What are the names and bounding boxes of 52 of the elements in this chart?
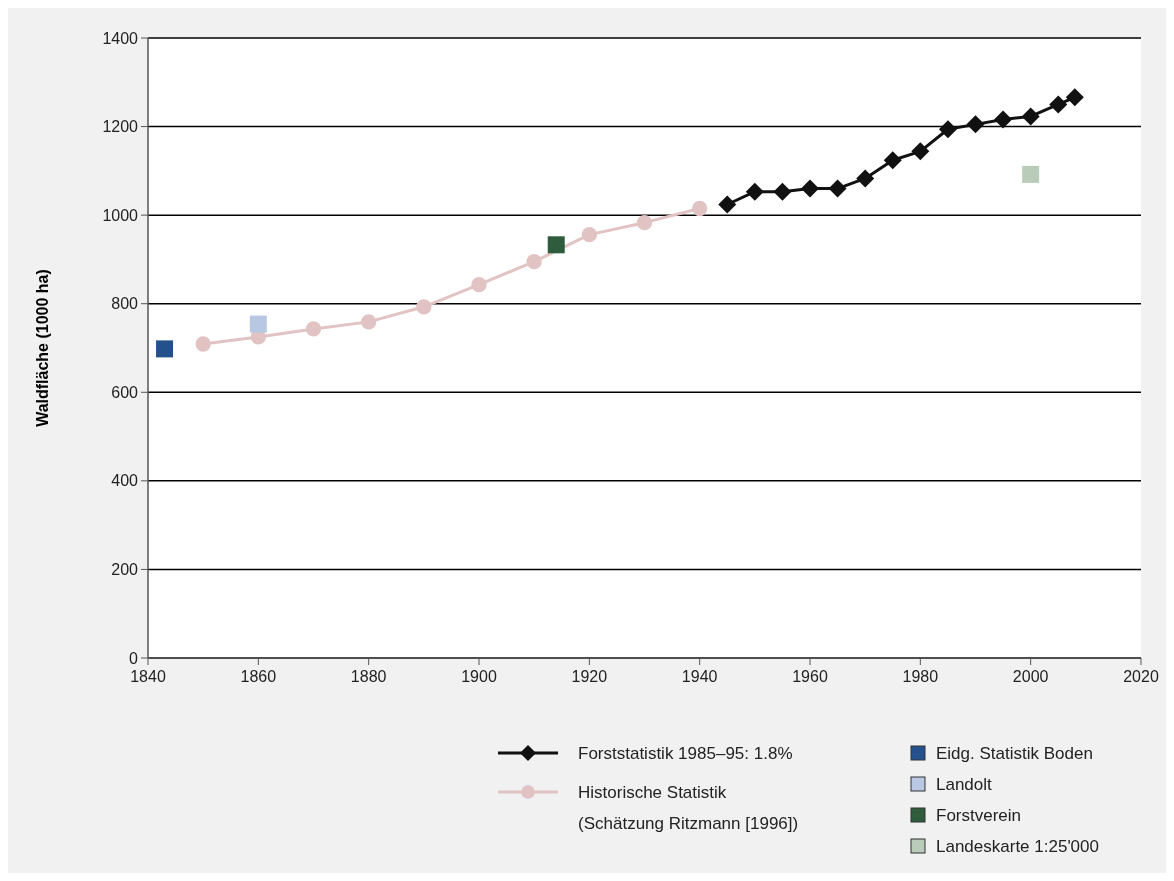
legend-label: Forstverein [936, 805, 1022, 825]
point [828, 179, 847, 198]
point [1049, 95, 1068, 114]
point [195, 336, 211, 352]
x-tick-label: 1840 [130, 668, 166, 685]
x-tick-label: 1980 [902, 668, 939, 685]
legend-label: Landolt [936, 774, 993, 794]
point [994, 110, 1013, 129]
y-axis-title: Waldfläche (1000 ha) [34, 269, 51, 427]
x-tick-label: 2020 [1123, 668, 1159, 685]
point [692, 200, 708, 217]
y-tick-label: 1000 [102, 206, 139, 224]
point [966, 115, 985, 134]
legend-label: Forststatistik 1985–95: 1.8% [578, 743, 793, 763]
point [1065, 88, 1084, 107]
x-tick-label: 1880 [350, 668, 387, 685]
point [856, 169, 875, 188]
x-tick-label: 1860 [240, 668, 277, 685]
point [156, 340, 174, 358]
y-tick-label: 1400 [102, 29, 139, 47]
point [249, 315, 267, 333]
point [1022, 165, 1040, 183]
point [718, 195, 737, 214]
point [361, 314, 377, 330]
point [636, 215, 653, 231]
y-tick-label: 800 [111, 295, 139, 313]
x-tick-label: 1920 [571, 668, 608, 685]
x-tick-label: 1960 [792, 668, 828, 685]
point [745, 182, 764, 201]
x-tick-label: 1900 [461, 668, 497, 685]
point [547, 236, 565, 254]
legend-label: Landeskarte 1:25'000 [936, 836, 1099, 856]
x-tick-label: 2000 [1012, 668, 1049, 685]
point [911, 142, 930, 161]
point [773, 182, 792, 201]
point [1021, 107, 1040, 126]
y-tick-label: 1200 [102, 118, 139, 136]
point [526, 253, 542, 270]
point [416, 299, 432, 315]
y-tick-label: 200 [111, 561, 139, 579]
x-tick-label: 1940 [681, 668, 718, 685]
y-tick-label: 0 [129, 649, 139, 667]
y-tick-label: 600 [111, 383, 139, 401]
y-tick-label: 400 [111, 472, 139, 490]
point [938, 120, 957, 139]
point [471, 277, 487, 293]
point [581, 226, 597, 243]
point [801, 179, 819, 198]
point [883, 151, 902, 170]
legend-label: Historische Statistik (Schätzung Ritzmann [1996]) [578, 782, 799, 833]
legend-label: Eidg. Statistik Boden [936, 743, 1093, 763]
point [305, 321, 322, 337]
